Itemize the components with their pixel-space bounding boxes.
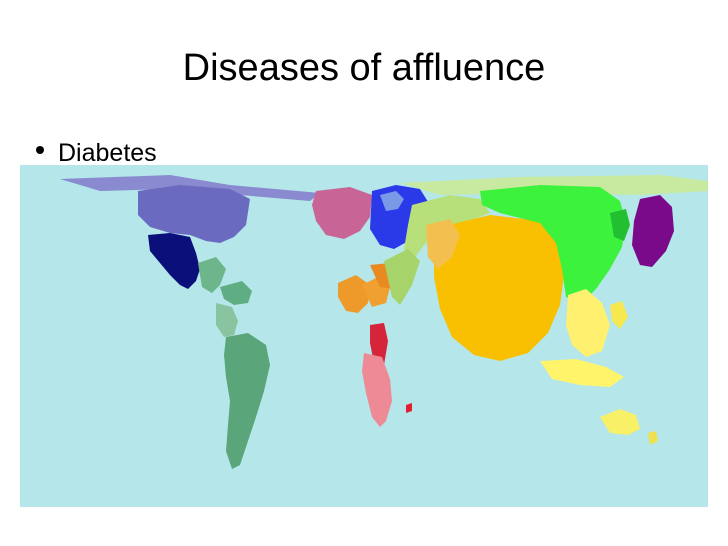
central-asia-band-region [384, 249, 420, 305]
central-america-region [198, 257, 226, 293]
arctic-russia-region [400, 175, 708, 195]
japan-region [632, 195, 674, 267]
slide-title: Diseases of affluence [182, 47, 546, 89]
north-africa-region [338, 275, 370, 313]
korea-region [610, 209, 630, 241]
bullet-text: Diabetes [58, 138, 157, 167]
indonesia-region [540, 359, 624, 387]
philippines-region [610, 301, 628, 329]
world-map-cartogram [20, 165, 708, 507]
new-zealand-region [648, 431, 658, 445]
australia-region [600, 409, 640, 435]
south-asia-west-region [426, 219, 460, 269]
western-europe-region [312, 187, 372, 239]
north-america-region [138, 185, 250, 243]
southeast-asia-region [566, 289, 610, 357]
cartogram-svg [20, 165, 708, 507]
south-asia-region [434, 215, 564, 361]
bullet-dot-icon [36, 146, 44, 154]
bullet-item-diabetes: Diabetes [36, 136, 157, 170]
scandinavia-region [380, 191, 404, 211]
southern-africa-region [362, 353, 392, 427]
mexico-region [148, 233, 200, 289]
caribbean-region [220, 281, 252, 305]
east-asia-region [480, 185, 626, 305]
south-america-region [224, 333, 270, 469]
madagascar-region [406, 403, 412, 413]
central-america-south-region [216, 303, 238, 337]
central-asia-region [404, 195, 490, 261]
